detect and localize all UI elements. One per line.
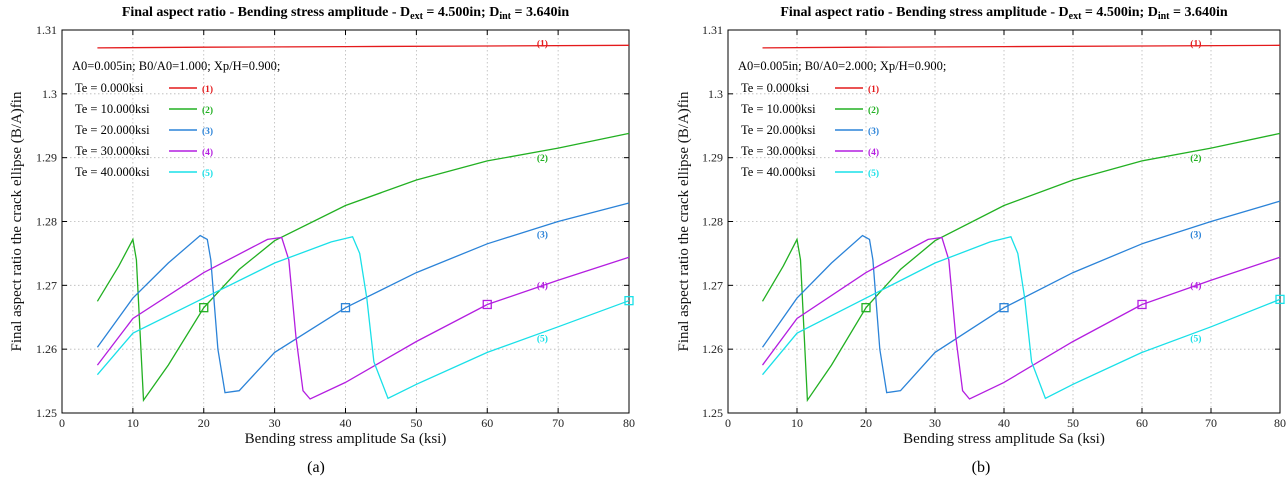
x-tick-label: 50 [410, 416, 422, 430]
y-tick-label: 1.26 [702, 342, 723, 356]
series-tag-3: (3) [1190, 229, 1201, 240]
y-tick-label: 1.25 [702, 406, 723, 420]
legend-label-5: Te = 40.000ksi [741, 165, 816, 179]
parameters-text: A0=0.005in; B0/A0=2.000; Xp/H=0.900; [738, 59, 946, 73]
legend-label-2: Te = 10.000ksi [741, 102, 816, 116]
parameters-text: A0=0.005in; B0/A0=1.000; Xp/H=0.900; [72, 59, 280, 73]
y-tick-label: 1.25 [36, 406, 57, 420]
legend-tag-2: (2) [868, 105, 879, 116]
series-marker-5 [624, 296, 634, 306]
legend-label-5: Te = 40.000ksi [75, 165, 150, 179]
legend-label-3: Te = 20.000ksi [75, 123, 150, 137]
legend-label-1: Te = 0.000ksi [75, 81, 144, 95]
series-line-2 [96, 132, 630, 403]
y-tick-label: 1.27 [36, 278, 57, 292]
legend-tag-3: (3) [202, 126, 213, 137]
legend-label-3: Te = 20.000ksi [741, 123, 816, 137]
series-tag-3: (3) [537, 229, 548, 240]
y-tick-label: 1.31 [36, 23, 57, 37]
series-line-5 [96, 236, 630, 400]
x-tick-label: 10 [127, 416, 139, 430]
x-tick-label: 20 [198, 416, 210, 430]
series-tag-1: (1) [1190, 39, 1201, 50]
x-tick-label: 20 [860, 416, 872, 430]
legend-label-4: Te = 30.000ksi [75, 144, 150, 158]
legend-tag-5: (5) [868, 168, 879, 179]
y-tick-label: 1.27 [702, 278, 723, 292]
chart-title: Final aspect ratio - Bending stress ampl… [122, 5, 570, 22]
series-marker-2 [861, 303, 871, 313]
legend-tag-4: (4) [868, 147, 879, 158]
legend-tag-1: (1) [202, 84, 213, 95]
x-axis-label: Bending stress amplitude Sa (ksi) [903, 431, 1105, 447]
series-line-4 [761, 236, 1281, 400]
x-tick-label: 60 [1136, 416, 1148, 430]
series-tag-4: (4) [1190, 281, 1201, 292]
x-tick-label: 10 [791, 416, 803, 430]
series-tag-2: (2) [1190, 153, 1201, 164]
caption-a: (a) [307, 459, 325, 476]
y-tick-label: 1.29 [36, 151, 57, 165]
series-marker-3 [999, 303, 1009, 313]
legend-tag-4: (4) [202, 147, 213, 158]
x-tick-label: 80 [1274, 416, 1286, 430]
x-tick-label: 40 [340, 416, 352, 430]
y-tick-label: 1.3 [708, 87, 723, 101]
series-line-1 [762, 44, 1281, 49]
series-marker-4 [1137, 299, 1147, 310]
x-tick-label: 70 [552, 416, 564, 430]
x-tick-label: 30 [929, 416, 941, 430]
legend-label-2: Te = 10.000ksi [75, 102, 150, 116]
chart-title: Final aspect ratio - Bending stress ampl… [780, 5, 1228, 22]
x-tick-label: 30 [269, 416, 281, 430]
x-tick-label: 0 [59, 416, 65, 430]
x-axis-label: Bending stress amplitude Sa (ksi) [245, 431, 447, 447]
series-marker-2 [199, 303, 209, 313]
legend-tag-5: (5) [202, 168, 213, 179]
y-axis-label: Final aspect ratio the crack ellipse (B/… [676, 91, 692, 351]
x-tick-label: 60 [481, 416, 493, 430]
series-marker-5 [1275, 294, 1285, 305]
series-tag-5: (5) [537, 334, 548, 345]
series-tag-1: (1) [537, 39, 548, 50]
series-tag-2: (2) [537, 153, 548, 164]
y-tick-label: 1.3 [42, 87, 57, 101]
series-line-4 [96, 236, 630, 400]
legend-tag-3: (3) [868, 126, 879, 137]
series-line-3 [96, 202, 630, 394]
y-tick-label: 1.28 [36, 215, 57, 229]
x-tick-label: 80 [623, 416, 635, 430]
x-tick-label: 50 [1067, 416, 1079, 430]
x-tick-label: 0 [725, 416, 731, 430]
y-tick-label: 1.28 [702, 215, 723, 229]
series-line-3 [761, 200, 1281, 394]
x-tick-label: 70 [1205, 416, 1217, 430]
y-tick-label: 1.29 [702, 151, 723, 165]
series-line-5 [762, 236, 1281, 400]
series-tag-4: (4) [537, 281, 548, 292]
legend-tag-2: (2) [202, 105, 213, 116]
series-line-2 [761, 132, 1281, 403]
y-tick-label: 1.31 [702, 23, 723, 37]
series-marker-3 [340, 303, 351, 313]
caption-b: (b) [972, 459, 991, 476]
series-tag-5: (5) [1190, 334, 1201, 345]
legend-tag-1: (1) [868, 84, 879, 95]
series-line-1 [97, 44, 630, 49]
chart-panel-a: 0 10 20 30 40 50 60 70 80 1.25 1.26 1.27 1.28 1.29 1.3… [9, 5, 635, 447]
y-tick-label: 1.26 [36, 342, 57, 356]
series-marker-4 [482, 299, 492, 310]
legend-label-1: Te = 0.000ksi [741, 81, 810, 95]
chart-panel-b: 0 10 20 30 40 50 60 70 80 1.25 1.26 1.27 1.28 1.29 1.3… [676, 5, 1286, 447]
legend-label-4: Te = 30.000ksi [741, 144, 816, 158]
y-axis-label: Final aspect ratio the crack ellipse (B/… [9, 91, 25, 351]
x-tick-label: 40 [998, 416, 1010, 430]
